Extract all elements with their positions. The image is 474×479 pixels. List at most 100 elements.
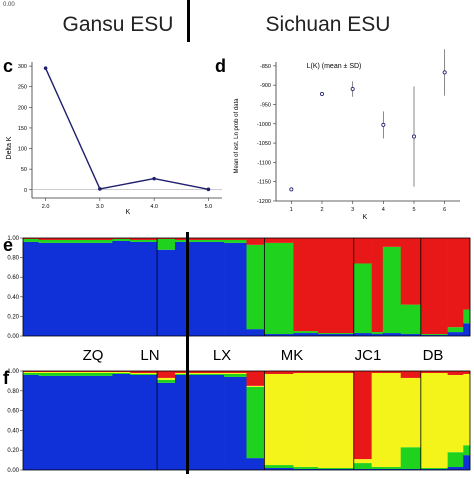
structure-f-bar-red xyxy=(130,371,158,373)
gansu-esu-label: Gansu ESU xyxy=(63,13,174,36)
structure-e-bar-red xyxy=(293,238,319,332)
structure-e-y-tick-label: 0.60 xyxy=(7,275,19,281)
structure-e-bar-green xyxy=(400,304,422,335)
structure-f-bar-red xyxy=(353,371,372,460)
structure-f-y-tick-label: 0.40 xyxy=(7,428,19,434)
structure-f-bar-blue xyxy=(463,455,471,470)
structure-e-bar-red xyxy=(224,238,247,240)
population-label-lx: LX xyxy=(213,347,231,364)
structure-f-bar-red xyxy=(400,371,422,378)
delta-k-x-axis-label: K xyxy=(126,209,131,216)
structure-e-bar-green xyxy=(420,334,448,336)
structure-e-bar-red xyxy=(112,238,131,239)
structure-e-bar-red xyxy=(463,238,471,310)
structure-e-bar-blue xyxy=(400,334,422,336)
structure-e-bar-red xyxy=(264,238,294,243)
structure-e-bar-blue xyxy=(157,249,176,336)
structure-f-bar-green xyxy=(420,468,448,470)
structure-e-bar-blue xyxy=(224,242,247,336)
delta-k-y-axis-label: Delta K xyxy=(6,136,13,159)
population-label-zq: ZQ xyxy=(83,347,104,364)
structure-e-bar-red xyxy=(371,238,384,333)
structure-e-bar-red xyxy=(38,238,113,240)
structure-f-bar-red xyxy=(38,371,113,372)
structure-e-bar-green xyxy=(174,239,225,242)
lk-y-axis-label: Mean of est. Ln prob of data xyxy=(234,98,240,174)
lk-point xyxy=(319,92,324,97)
delta-k-y-tick-label: 100 xyxy=(18,147,27,153)
structure-f-bar-green xyxy=(371,467,384,470)
lk-chart-title: L(K) (mean ± SD) xyxy=(307,63,362,70)
lk-y-tick-label: -1000 xyxy=(257,122,271,128)
panel-letter-d: d xyxy=(215,56,226,76)
lk-point xyxy=(411,134,416,139)
structure-e-bar-green xyxy=(23,238,39,242)
structure-f-frame xyxy=(22,370,471,471)
lk-y-tick-label: -1150 xyxy=(257,180,271,186)
structure-f-y-tick-label: 0.20 xyxy=(7,448,19,454)
structure-e-bar-blue xyxy=(38,242,113,336)
structure-f-bar-yellow xyxy=(353,459,372,464)
structure-f-bar-blue xyxy=(420,469,448,470)
structure-f-bar-yellow xyxy=(224,372,247,374)
structure-e-bar-red xyxy=(246,238,265,245)
structure-f-bar-green xyxy=(38,372,113,376)
structure-f-bar-yellow xyxy=(174,372,225,374)
structure-f-bar-yellow xyxy=(293,372,319,468)
structure-f-bar-yellow xyxy=(447,374,464,453)
structure-e-y-tick-label: 0.80 xyxy=(7,256,19,262)
structure-e-bar-red xyxy=(174,238,225,240)
population-label-jc1: JC1 xyxy=(355,347,382,364)
structure-f-bar-green xyxy=(264,465,294,469)
structure-e-frame xyxy=(22,237,471,337)
structure-f-bar-red xyxy=(293,371,319,373)
structure-e-bar-blue xyxy=(382,333,402,336)
structure-f-bar-blue xyxy=(371,469,384,470)
delta-k-point xyxy=(98,187,102,191)
header-divider xyxy=(187,0,190,42)
structure-f-y-tick-label: 0.00 xyxy=(7,468,19,474)
structure-e-bar-blue xyxy=(447,332,464,336)
structure-f-y-tick-label: 0.80 xyxy=(7,389,19,395)
structure-e-bar-green xyxy=(112,238,131,241)
structure-e-bar-green xyxy=(130,239,158,242)
structure-f-bar-red xyxy=(224,371,247,373)
structure-f-bar-blue xyxy=(382,469,402,470)
structure-f-bar-blue xyxy=(38,375,113,470)
structure-f-bar-blue xyxy=(157,382,176,470)
lk-x-tick-label: 2 xyxy=(320,207,323,213)
lk-x-tick-label: 3 xyxy=(351,207,354,213)
delta-k-chart: Delta K K 0 50 100 150 200 250 300 2.0 3.0 4.0 5.0 xyxy=(6,62,222,216)
population-label-ln: LN xyxy=(140,347,159,364)
delta-k-point xyxy=(206,187,211,192)
structure-f-bar-blue xyxy=(400,469,422,470)
lk-point xyxy=(350,87,355,92)
structure-f-bar-blue xyxy=(264,468,294,470)
structure-f-bar-yellow xyxy=(371,372,384,468)
structure-e-bar-red xyxy=(400,238,422,305)
structure-e-bar-red xyxy=(23,238,39,239)
structure-plot-f: 0.00 0.20 0.40 0.60 0.80 1.00 xyxy=(7,369,471,474)
delta-k-x-tick-label: 3.0 xyxy=(96,204,104,210)
lk-x-tick-label: 6 xyxy=(443,207,446,213)
structure-f-y-tick-label: 0.60 xyxy=(7,409,19,415)
structure-f-bar-green xyxy=(293,467,319,470)
structure-e-bar-red xyxy=(420,238,448,335)
structure-f-bar-yellow xyxy=(400,377,422,448)
delta-k-y-tick-label: 250 xyxy=(18,85,27,91)
structure-e-bar-blue xyxy=(420,335,448,336)
structure-f-bar-yellow xyxy=(246,385,265,387)
structure-f-bar-yellow xyxy=(463,373,471,446)
structure-f-bar-green xyxy=(112,372,131,374)
sichuan-esu-label: Sichuan ESU xyxy=(266,13,391,36)
structure-f-bar-green xyxy=(157,379,176,383)
lk-y-tick-label: -950 xyxy=(260,102,271,108)
structure-f-bar-yellow xyxy=(157,377,176,380)
structure-f-bar-red xyxy=(174,371,225,373)
structure-e-bar-green xyxy=(224,239,247,243)
structure-f-bar-blue xyxy=(293,469,319,470)
structure-e-bar-blue xyxy=(293,333,319,336)
structure-e-bar-green xyxy=(246,244,265,330)
structure-f-bar-red xyxy=(447,371,464,375)
